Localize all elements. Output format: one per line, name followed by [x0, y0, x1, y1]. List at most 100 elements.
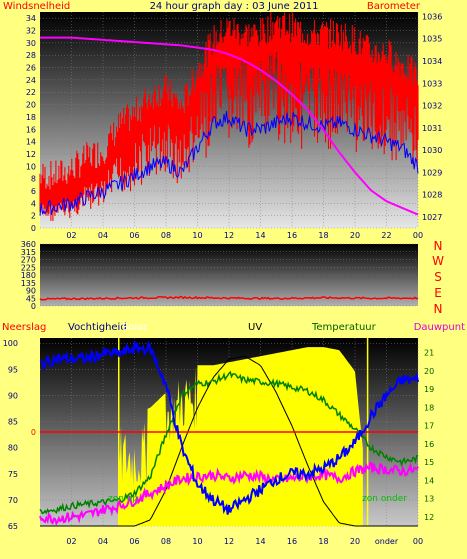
wind-tick-label: 22	[26, 88, 36, 97]
humidity-x-tick-label: 14	[255, 537, 265, 546]
pressure-tick-label: 1031	[422, 124, 442, 133]
wind-direction-series	[39, 295, 419, 301]
uv-series	[40, 355, 418, 527]
temperature-tick-label: 21	[424, 349, 434, 358]
marks-layer	[39, 12, 419, 527]
humidity-x-tick-label: 10	[192, 537, 202, 546]
pressure-tick-label: 1036	[422, 12, 442, 21]
temperature-tick-label: 14	[424, 476, 434, 485]
pressure-tick-label: 1033	[422, 79, 442, 88]
wind-x-tick-label: 00	[413, 231, 423, 240]
pressure-tick-label: 1029	[422, 168, 442, 177]
temperature-tick-label: 16	[424, 440, 434, 449]
humidity-tick-label: 85	[8, 418, 18, 427]
humidity-tick-label: 80	[8, 444, 18, 453]
uv-label: UV	[248, 322, 262, 333]
humidity-x-tick-label: 18	[318, 537, 328, 546]
rain-tick-label: 0	[31, 428, 36, 437]
wind-tick-label: 24	[26, 76, 36, 85]
wind-tick-label: 32	[26, 27, 36, 36]
wind-tick-label: 20	[26, 101, 36, 110]
humidity-tick-label: 100	[3, 339, 18, 348]
wind-x-tick-label: 08	[161, 231, 171, 240]
axes-layer: 0246810121416182022242628303234102710281…	[3, 12, 443, 546]
solar-label: Solar	[122, 322, 148, 333]
wind-speed-label: Windsnelheid	[3, 1, 70, 12]
wind-tick-label: 26	[26, 64, 36, 73]
title: 24 hour graph day : 03 June 2011	[150, 1, 319, 12]
temperature-tick-label: 18	[424, 403, 434, 412]
dir-letter-s: S	[434, 270, 442, 284]
temperature-label: Temperatuur	[311, 322, 377, 333]
temperature-tick-label: 15	[424, 458, 434, 467]
rain-label: Neerslag	[2, 322, 46, 333]
pressure-tick-label: 1030	[422, 146, 442, 155]
wind-avg-series	[39, 111, 419, 216]
pressure-tick-label: 1032	[422, 102, 442, 111]
dir-letter-e: E	[434, 286, 442, 300]
wind-tick-label: 18	[26, 113, 36, 122]
wind-tick-label: 6	[31, 187, 36, 196]
wind-x-tick-label: 06	[129, 231, 139, 240]
humidity-x-tick-label: 04	[98, 537, 108, 546]
humidity-tick-label: 90	[8, 391, 18, 400]
wind-x-tick-label: 04	[98, 231, 108, 240]
temperature-tick-label: 17	[424, 422, 434, 431]
humidity-x-tick-label: 16	[287, 537, 297, 546]
humidity-tick-label: 95	[8, 365, 18, 374]
wind-tick-label: 2	[31, 212, 36, 221]
direction-tick-label: 135	[21, 279, 36, 288]
wind-tick-label: 28	[26, 51, 36, 60]
wind-tick-label: 14	[26, 138, 36, 147]
wind-x-tick-label: 14	[255, 231, 265, 240]
wind-tick-label: 4	[31, 199, 36, 208]
temperature-tick-label: 13	[424, 495, 434, 504]
wind-x-tick-label: 02	[66, 231, 76, 240]
wind-tick-label: 0	[31, 224, 36, 233]
wind-x-tick-label: 18	[318, 231, 328, 240]
temperature-tick-label: 12	[424, 513, 434, 522]
humidity-x-tick-label: 20	[350, 537, 360, 546]
pressure-tick-label: 1034	[422, 57, 442, 66]
wind-tick-label: 12	[26, 150, 36, 159]
humidity-tick-label: 75	[8, 470, 18, 479]
temperature-series	[39, 370, 419, 515]
wind-x-tick-label: 20	[350, 231, 360, 240]
humidity-label: Vochtigheid	[68, 322, 127, 333]
direction-tick-label: 90	[26, 287, 36, 296]
pressure-series	[40, 36, 419, 216]
wind-tick-label: 8	[31, 175, 36, 184]
wind-x-tick-label: 22	[381, 231, 391, 240]
pressure-tick-label: 1035	[422, 35, 442, 44]
direction-tick-label: 315	[21, 248, 36, 257]
wind-tick-label: 16	[26, 125, 36, 134]
humidity-x-tick-label: onder	[375, 537, 399, 546]
humidity-x-tick-label: 00	[413, 537, 423, 546]
wind-x-tick-label: 16	[287, 231, 297, 240]
direction-tick-label: 225	[21, 263, 36, 272]
humidity-x-tick-label: 12	[224, 537, 234, 546]
humidity-x-tick-label: 06	[129, 537, 139, 546]
pressure-tick-label: 1027	[422, 213, 442, 222]
humidity-tick-label: 70	[8, 496, 18, 505]
dewpoint-label: Dauwpunt	[414, 322, 465, 333]
wind-x-tick-label: 12	[224, 231, 234, 240]
dir-letter-w: W	[432, 254, 444, 268]
temperature-tick-label: 20	[424, 367, 434, 376]
temperature-tick-label: 19	[424, 385, 434, 394]
wind-tick-label: 30	[26, 39, 36, 48]
dir-letter-n2: N	[434, 302, 443, 316]
sunrise-annotation: zon op	[108, 494, 138, 504]
direction-tick-label: 270	[21, 256, 36, 265]
direction-tick-label: 45	[26, 294, 36, 303]
wind-tick-label: 34	[26, 14, 36, 23]
direction-tick-label: 180	[21, 271, 36, 280]
barometer-label: Barometer	[367, 1, 421, 12]
direction-tick-label: 360	[21, 240, 36, 249]
direction-tick-label: 0	[31, 302, 36, 311]
pressure-tick-label: 1028	[422, 191, 442, 200]
humidity-x-tick-label: 02	[66, 537, 76, 546]
wind-gust-series	[39, 12, 419, 221]
